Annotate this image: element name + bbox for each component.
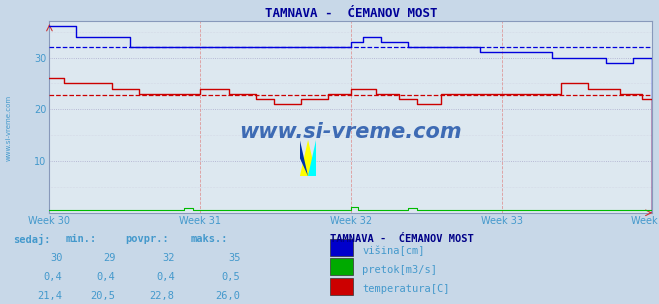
Text: temperatura[C]: temperatura[C] — [362, 285, 450, 294]
Text: 35: 35 — [228, 253, 241, 263]
Text: 0,4: 0,4 — [44, 272, 63, 282]
Title: TAMNAVA -  ĆEMANOV MOST: TAMNAVA - ĆEMANOV MOST — [265, 7, 437, 20]
Text: višina[cm]: višina[cm] — [362, 246, 425, 257]
Text: TAMNAVA -  ĆEMANOV MOST: TAMNAVA - ĆEMANOV MOST — [330, 234, 473, 244]
Text: min.:: min.: — [66, 234, 97, 244]
Text: 20,5: 20,5 — [90, 291, 115, 301]
Text: 0,5: 0,5 — [222, 272, 241, 282]
Text: 0,4: 0,4 — [97, 272, 115, 282]
Text: pretok[m3/s]: pretok[m3/s] — [362, 265, 438, 275]
Text: 30: 30 — [50, 253, 63, 263]
Text: 22,8: 22,8 — [150, 291, 175, 301]
Text: www.si-vreme.com: www.si-vreme.com — [5, 95, 11, 161]
Text: 21,4: 21,4 — [38, 291, 63, 301]
Bar — [330, 258, 353, 275]
Text: 29: 29 — [103, 253, 115, 263]
Text: sedaj:: sedaj: — [13, 234, 51, 245]
Bar — [330, 239, 353, 256]
Text: maks.:: maks.: — [191, 234, 229, 244]
Text: 0,4: 0,4 — [156, 272, 175, 282]
Bar — [330, 278, 353, 295]
Polygon shape — [308, 140, 316, 176]
Text: povpr.:: povpr.: — [125, 234, 169, 244]
Polygon shape — [300, 140, 316, 176]
Text: 26,0: 26,0 — [215, 291, 241, 301]
Text: 32: 32 — [162, 253, 175, 263]
Polygon shape — [300, 140, 308, 176]
Text: www.si-vreme.com: www.si-vreme.com — [240, 123, 462, 142]
